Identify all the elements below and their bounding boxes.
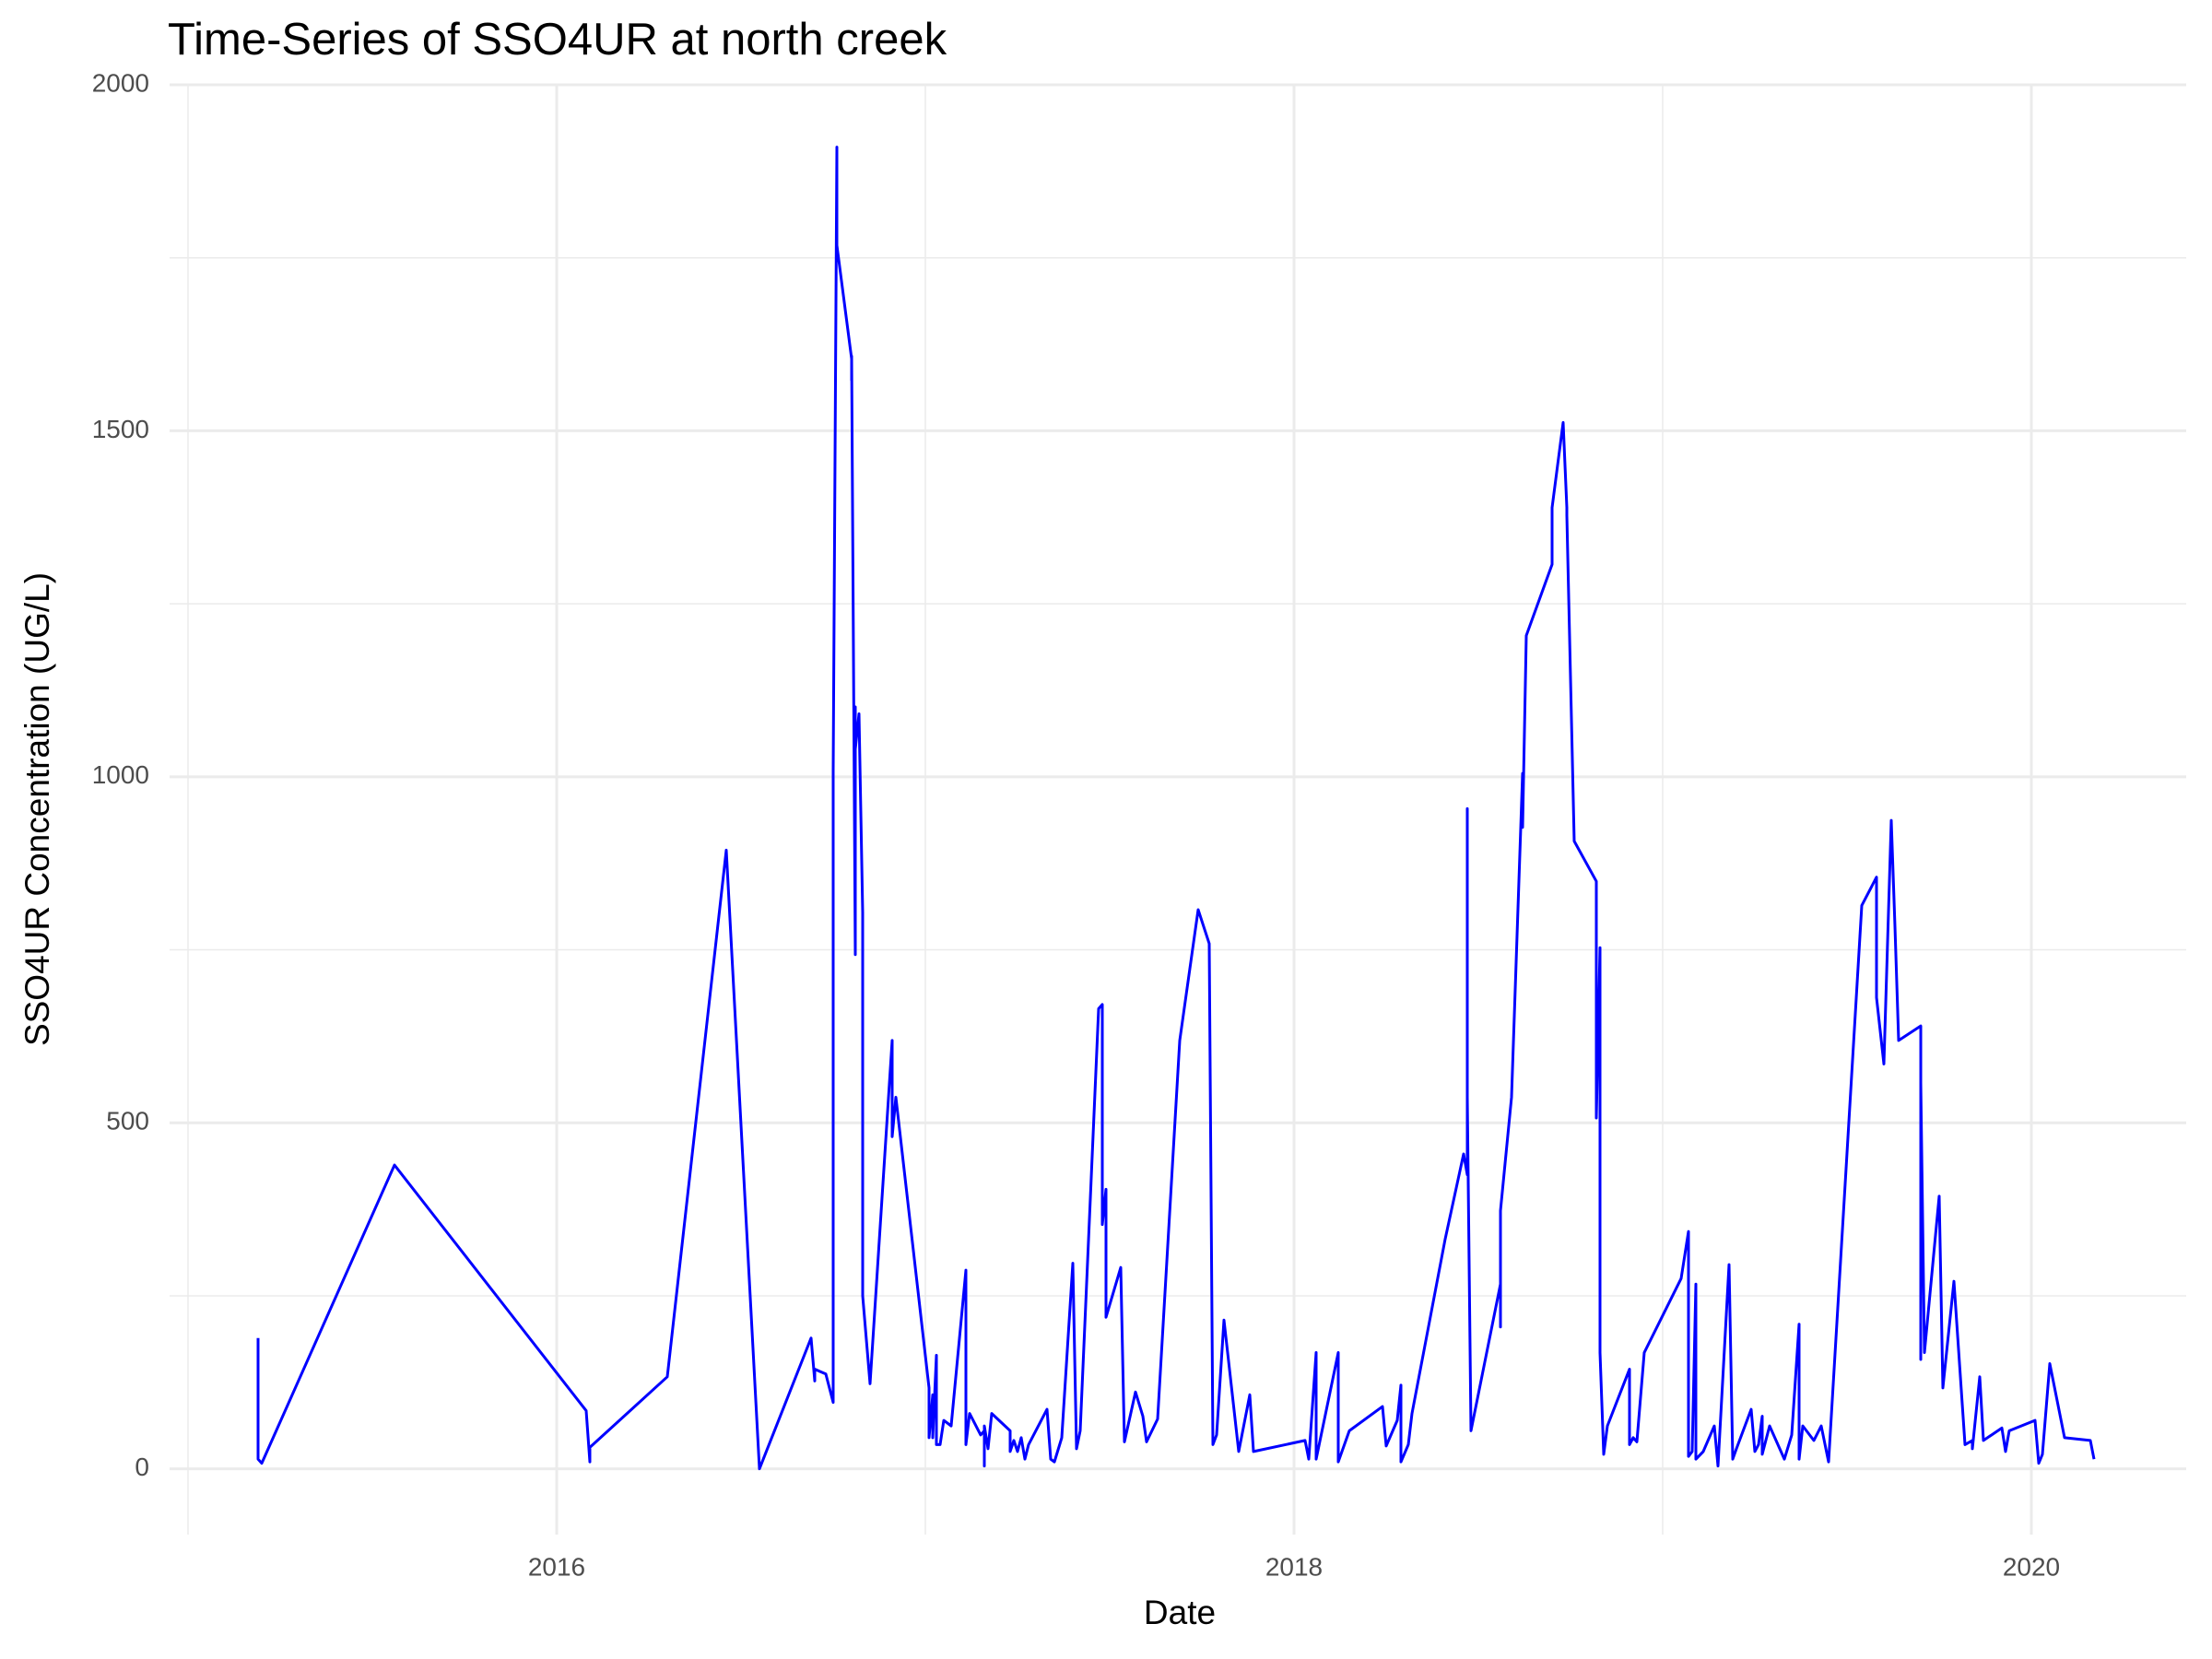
y-tick-label: 2000	[92, 68, 149, 97]
x-tick-label: 2018	[1265, 1552, 1323, 1581]
x-tick-label: 2016	[528, 1552, 585, 1581]
x-axis-title: Date	[1144, 1594, 1216, 1631]
y-tick-label: 0	[135, 1453, 149, 1481]
y-tick-label: 1000	[92, 760, 149, 789]
x-tick-label: 2020	[2003, 1552, 2060, 1581]
y-tick-label: 500	[106, 1107, 149, 1135]
chart-title: Time-Series of SSO4UR at north creek	[168, 15, 947, 65]
y-axis-title: SSO4UR Concentration (UG/L)	[18, 572, 56, 1046]
y-tick-label: 1500	[92, 415, 149, 443]
data-line	[256, 146, 2096, 1471]
